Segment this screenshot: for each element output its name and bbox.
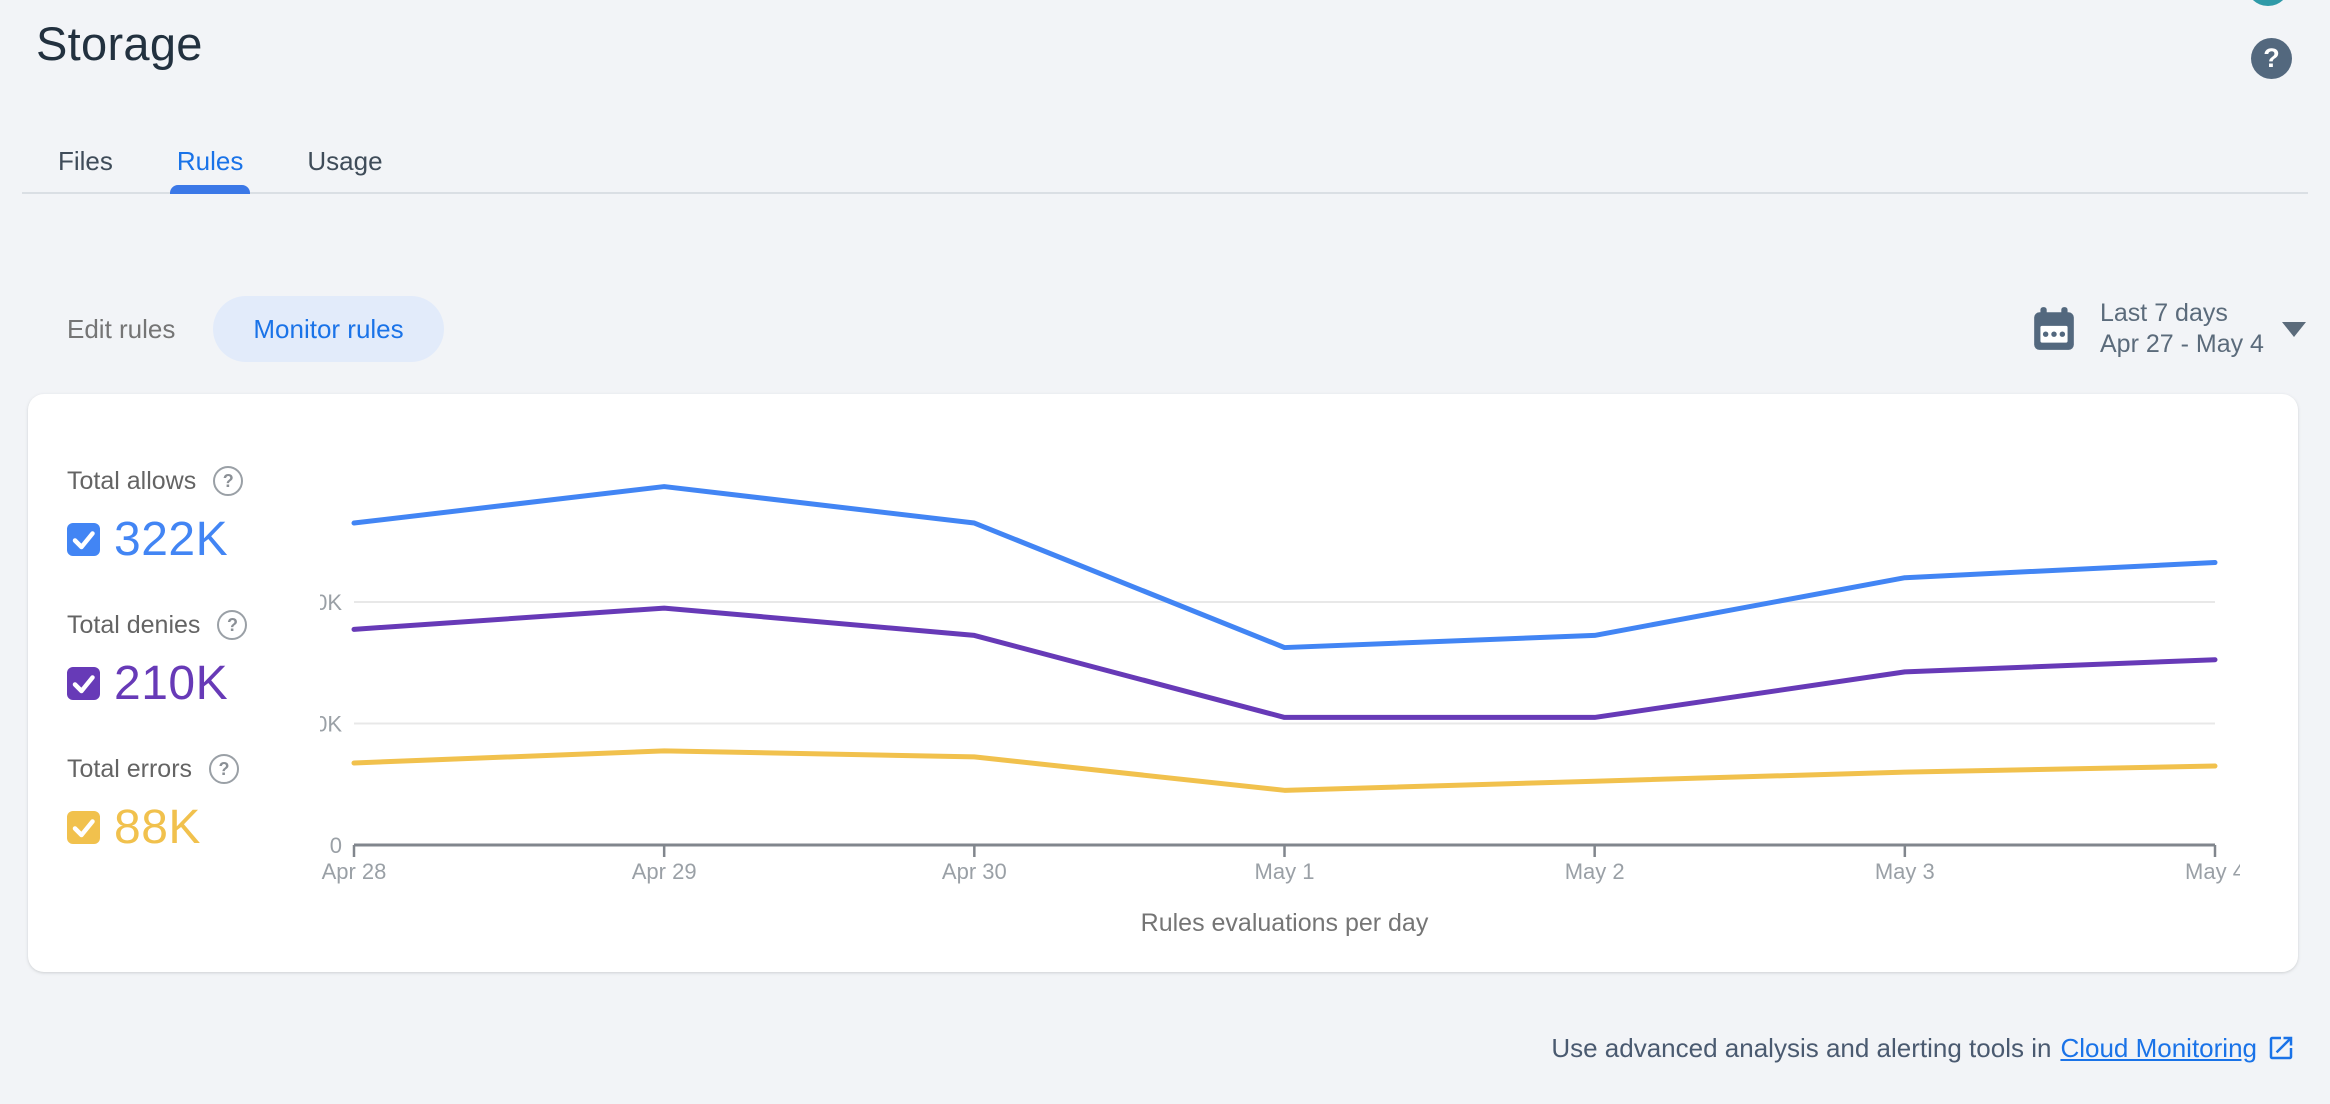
tab-rules-label: Rules: [176, 145, 244, 176]
edit-rules-button[interactable]: Edit rules: [53, 306, 189, 352]
tab-files-label: Files: [58, 145, 113, 176]
x-axis-tick-label: May 1: [1255, 859, 1315, 884]
tab-usage-label: Usage: [307, 145, 383, 176]
tab-rules[interactable]: Rules: [169, 130, 251, 194]
y-axis-tick-label: 0: [330, 833, 342, 858]
legend-item-allows: Total allows ? 322K: [67, 464, 244, 567]
chart-line-total-errors[interactable]: [351, 748, 2218, 793]
x-axis-tick-label: May 3: [1875, 859, 1935, 884]
storage-tab-bar: Files Rules Usage: [22, 130, 2308, 194]
errors-total-value: 88K: [114, 800, 201, 854]
tab-usage[interactable]: Usage: [300, 130, 389, 192]
date-range-text: Last 7 days Apr 27 - May 4: [2100, 298, 2264, 360]
help-tooltip-icon[interactable]: ?: [213, 466, 244, 496]
y-axis-tick-label: 40K: [320, 590, 342, 615]
footer-text: Use advanced analysis and alerting tools…: [1551, 1032, 2052, 1063]
checkmark-icon: [72, 530, 95, 549]
date-range-selector[interactable]: Last 7 days Apr 27 - May 4: [2030, 294, 2306, 364]
chart-title: Rules evaluations per day: [1141, 909, 1429, 937]
legend-label-errors: Total errors: [67, 754, 193, 783]
rules-evaluations-line-chart[interactable]: 0 20K 40K Apr 28 Apr 29 Apr 30 May 1 May 2 May 3…: [320, 450, 2240, 942]
footer: Use advanced analysis and alerting tools…: [1551, 1028, 2296, 1068]
question-mark-icon: ?: [2263, 43, 2280, 73]
allows-checkbox[interactable]: [67, 522, 100, 556]
legend-label-denies: Total denies: [67, 610, 201, 639]
external-link-icon: [2269, 1036, 2293, 1060]
x-axis-tick-label: Apr 29: [632, 859, 697, 884]
chart-line-total-denies[interactable]: [351, 605, 2218, 720]
x-axis-tick-label: May 2: [1565, 859, 1625, 884]
allows-total-value: 322K: [114, 512, 229, 566]
help-button[interactable]: ?: [2251, 38, 2292, 79]
legend-item-denies: Total denies ? 210K: [67, 608, 248, 711]
date-range-preset: Last 7 days: [2100, 299, 2228, 327]
page-title: Storage: [36, 17, 203, 70]
x-axis-tick-label: May 4: [2185, 859, 2240, 884]
x-axis-tick-label: Apr 28: [322, 859, 387, 884]
legend-label-allows: Total allows: [67, 466, 197, 495]
tab-files[interactable]: Files: [51, 130, 120, 192]
legend-item-errors: Total errors ? 88K: [67, 752, 240, 855]
denies-checkbox[interactable]: [67, 666, 100, 700]
calendar-icon: [2034, 307, 2074, 350]
help-tooltip-icon[interactable]: ?: [209, 754, 240, 784]
account-avatar[interactable]: [2246, 0, 2290, 6]
checkmark-icon: [72, 674, 95, 693]
denies-total-value: 210K: [114, 656, 229, 710]
chart-line-total-allows[interactable]: [351, 484, 2218, 651]
chevron-down-icon: [2281, 321, 2306, 337]
monitor-rules-button[interactable]: Monitor rules: [213, 296, 444, 362]
y-axis-tick-label: 20K: [320, 712, 342, 737]
x-axis-tick-label: Apr 30: [942, 859, 1007, 884]
cloud-monitoring-link[interactable]: Cloud Monitoring: [2060, 1032, 2257, 1063]
date-range-dates: Apr 27 - May 4: [2100, 330, 2264, 358]
checkmark-icon: [72, 818, 95, 837]
errors-checkbox[interactable]: [67, 810, 100, 844]
help-tooltip-icon[interactable]: ?: [217, 610, 248, 640]
